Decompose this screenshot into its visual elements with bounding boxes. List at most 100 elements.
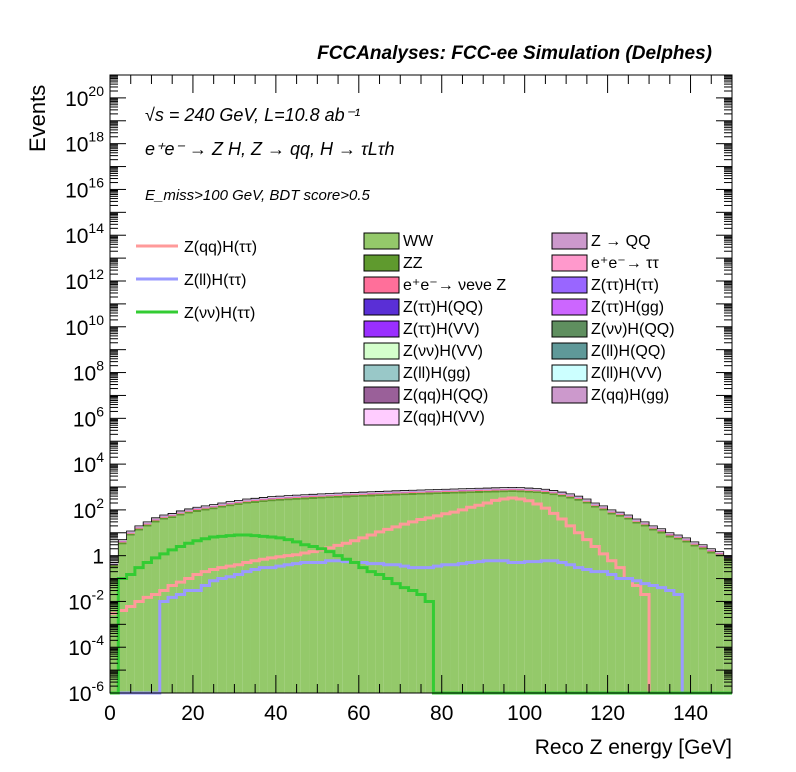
stack-bar (151, 520, 160, 523)
stack-bar (284, 500, 293, 693)
stack-bar (234, 505, 243, 693)
stack-bar (425, 491, 434, 493)
legend-label: Z(qq)H(ττ) (184, 239, 257, 256)
stack-bar (234, 503, 243, 506)
legend-swatch (363, 232, 400, 250)
stack-bar (375, 496, 384, 693)
stack-bar (284, 497, 293, 499)
stack-bar (508, 489, 517, 491)
y-tick-label: 106 (73, 403, 104, 431)
stack-bar (242, 500, 251, 502)
stack-bar (358, 496, 368, 693)
stack-bar (466, 491, 475, 494)
stack-bar (284, 498, 293, 501)
stack-bar (408, 495, 417, 693)
legend-label: Z(qq)H(gg) (591, 387, 669, 404)
stack-bar (707, 551, 716, 554)
stack-bar (599, 510, 608, 693)
stack-bar (707, 553, 716, 693)
legend-swatch (363, 298, 400, 316)
stack-bar (126, 535, 135, 693)
stack-bar (267, 501, 276, 693)
stack-bar (441, 493, 451, 693)
stack-bar (541, 490, 550, 492)
stack-bar (159, 519, 169, 693)
stack-bar (126, 532, 135, 534)
stack-bar (250, 503, 260, 693)
stack-bar (491, 492, 500, 693)
stack-bar (400, 495, 409, 693)
stack-bar (665, 535, 674, 538)
energy-line: √s = 240 GeV, L=10.8 ab⁻¹ (145, 105, 360, 125)
stack-bar (358, 493, 368, 495)
stack-bar (151, 522, 160, 693)
y-tick-label: 1018 (65, 129, 104, 157)
stack-bar (433, 491, 442, 493)
stack-bar (649, 528, 658, 531)
legend-label: Z(ττ)H(gg) (591, 299, 664, 316)
stack-bar (599, 507, 608, 509)
legend-label: Z(ll)H(VV) (591, 365, 662, 382)
stack-bar (483, 492, 492, 693)
stack-bar (483, 490, 492, 493)
stack-bar (110, 565, 119, 568)
y-tick-label: 10-2 (68, 586, 104, 614)
signal-line (110, 559, 732, 695)
stack-bar (682, 542, 691, 693)
stack-bar (176, 515, 185, 693)
stack-bar (466, 490, 475, 492)
stack-bar (474, 493, 484, 693)
x-tick-label: 140 (673, 702, 708, 725)
stack-bar (192, 512, 202, 693)
legend-label: Z(νν)H(QQ) (591, 321, 675, 338)
y-axis-label: Events (25, 85, 50, 152)
stack-bar (317, 495, 326, 497)
stack-bar (383, 492, 392, 494)
stack-bar (574, 500, 583, 693)
stack-bar (682, 539, 691, 541)
stack-bar (582, 503, 592, 693)
stack-bar (532, 491, 542, 494)
stack-bar (226, 506, 235, 693)
stack-bar (209, 507, 218, 510)
stack-bar (201, 507, 210, 509)
y-tick-label: 104 (73, 449, 104, 477)
stack-bar (267, 499, 276, 502)
stack-bar (433, 494, 442, 693)
x-tick-label: 120 (590, 702, 625, 725)
stack-bar (134, 527, 144, 529)
stack-bar (400, 493, 409, 496)
stack-bar (524, 492, 533, 693)
stack-bar (259, 502, 268, 693)
stack-bar (499, 490, 509, 493)
stack-bar (673, 537, 683, 540)
legend-swatch (363, 408, 400, 426)
stack-bar (591, 507, 600, 693)
stack-bar (474, 490, 484, 491)
stack-bar (624, 519, 633, 693)
stack-bar (259, 499, 268, 501)
stack-bar (541, 491, 550, 494)
stack-bar (524, 490, 533, 493)
legend-label: Z(qq)H(QQ) (403, 387, 488, 404)
stack-bar (292, 496, 301, 498)
stack-bar (499, 489, 509, 491)
stack-bar (491, 490, 500, 493)
stack-bar (615, 513, 625, 515)
legend-label: WW (403, 233, 434, 250)
stack-bar (549, 495, 558, 693)
stack-bar (342, 494, 351, 496)
legend-label: e⁺e⁻→ ττ (591, 255, 659, 272)
legend-swatch (551, 364, 588, 382)
stack-bar (615, 516, 625, 693)
stack-bar (574, 498, 583, 501)
stack-bar (632, 520, 641, 522)
stack-bar (383, 495, 392, 693)
stack-bar (698, 547, 708, 550)
stack-bar (350, 494, 359, 496)
stack-bar (168, 518, 177, 693)
legend-label: e⁺e⁻→ νeνe Z (403, 277, 506, 294)
stack-bar (690, 546, 699, 693)
stack-bar (159, 516, 169, 518)
